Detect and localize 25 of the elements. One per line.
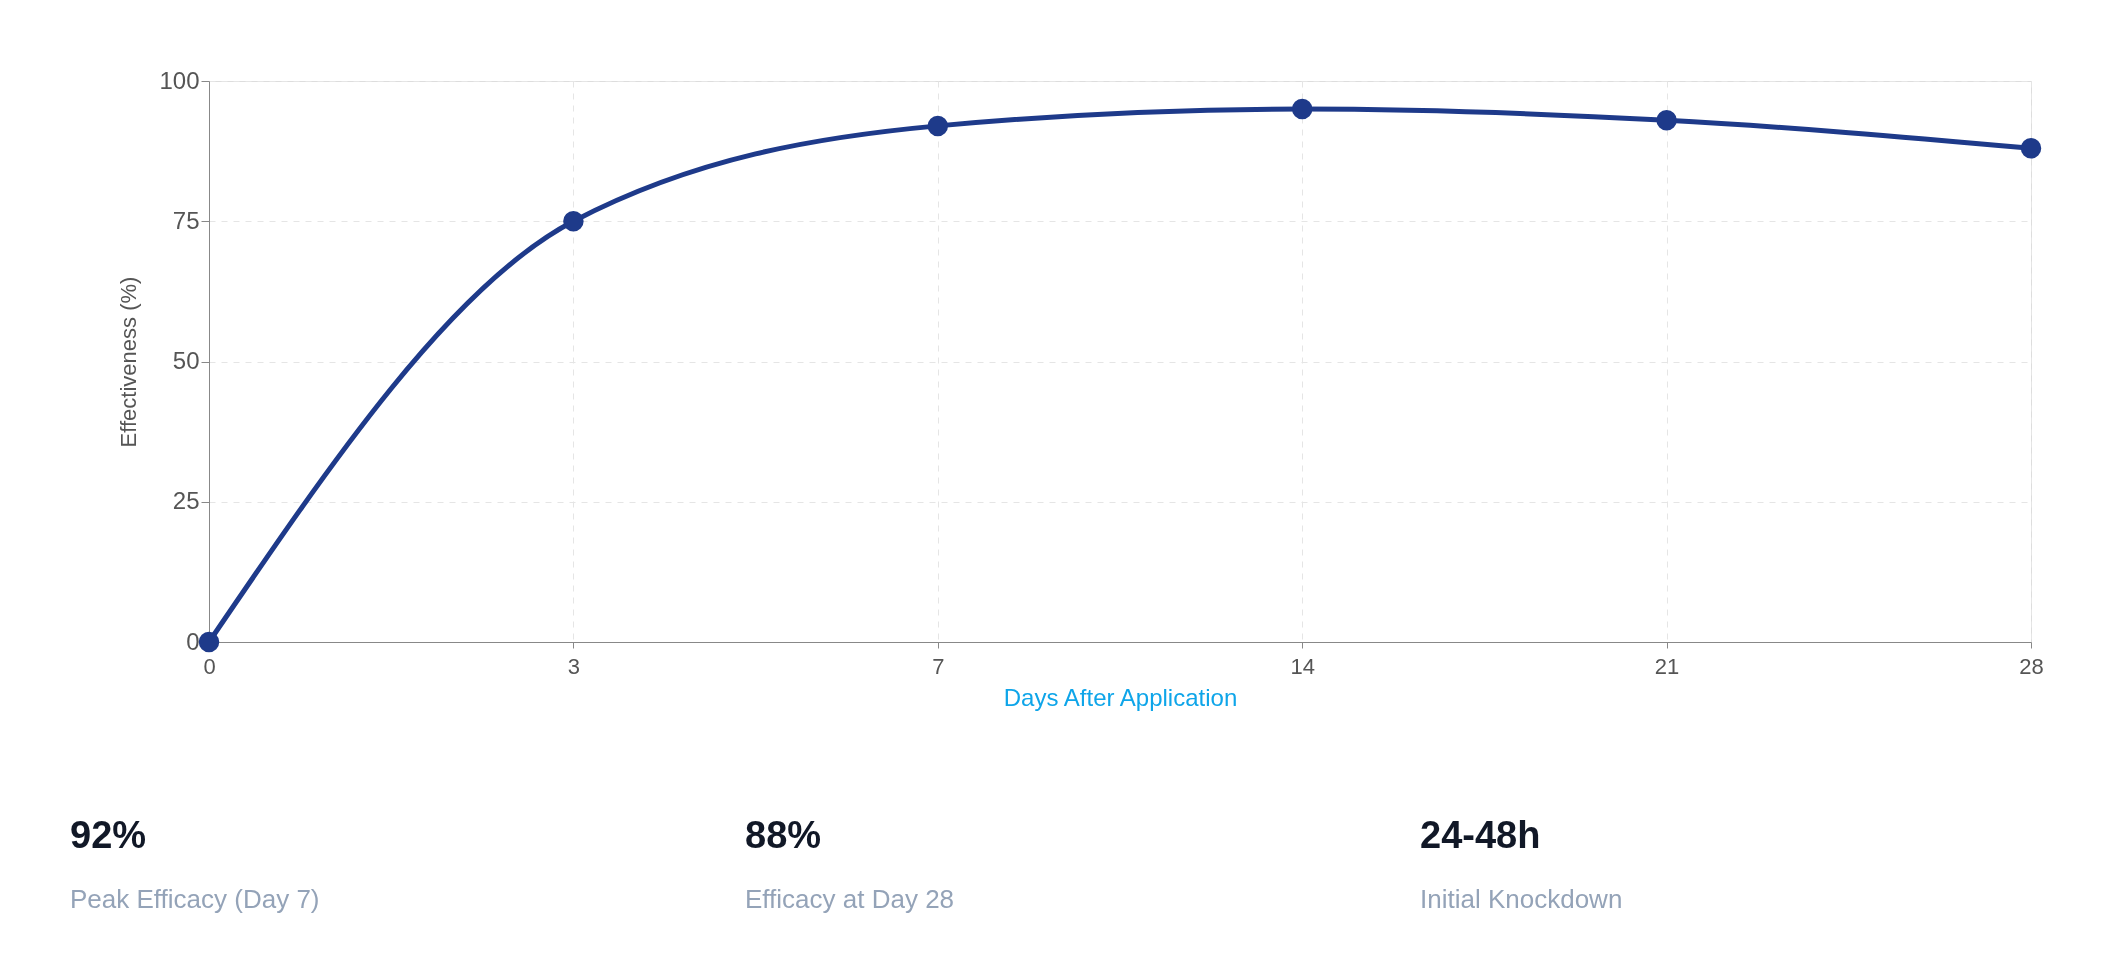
point [1656,110,1677,131]
point [198,631,220,653]
y-tick-label: 50 [172,347,200,374]
y-tick-label: 0 [186,627,200,655]
point [1291,98,1313,120]
text: Initial Knockdown [1420,884,1623,914]
point [927,115,949,137]
x-axis-title: Days After Application [1003,683,1238,711]
y-tick-label: 25 [172,487,200,515]
x-tick-label: 21 [1654,653,1680,679]
x-tick-label: 0 [203,653,216,679]
x-tick-label: 7 [932,653,945,679]
text: Efficacy at Day 28 [745,884,955,914]
x-tick-label: 3 [567,653,581,679]
text: 92% [70,814,147,856]
text: Peak Efficacy (Day 7) [70,884,320,914]
text: 88% [745,814,822,856]
x-tick-label: 28 [2019,653,2044,679]
x-tick-label: 14 [1290,653,1315,679]
y-tick-label: 100 [159,66,200,94]
point [2020,138,2042,159]
text: 24-48h [1420,814,1541,856]
y-tick-label: 75 [172,206,200,234]
point [563,211,584,232]
y-axis-title: Effectiveness (%) [116,276,142,448]
